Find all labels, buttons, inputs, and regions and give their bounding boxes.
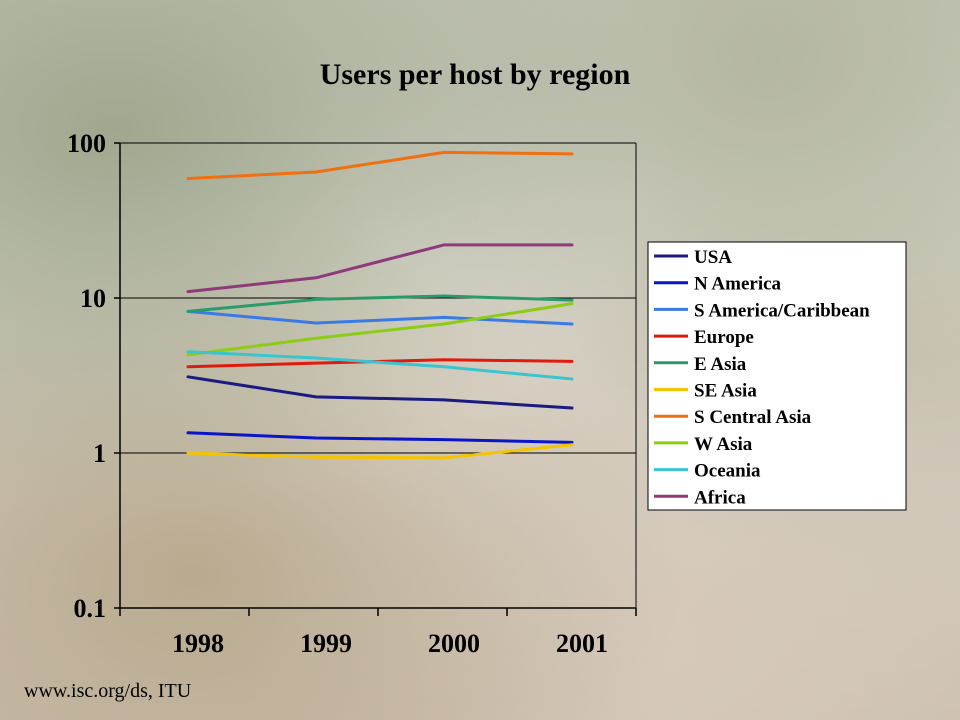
legend-label: USA — [694, 247, 732, 268]
legend-label: SE Asia — [694, 381, 757, 402]
x-tick-label: 1999 — [300, 629, 352, 658]
legend-box — [647, 241, 907, 511]
y-tick-label: 0.1 — [74, 594, 107, 623]
legend-label: Africa — [694, 487, 746, 508]
legend-label: S America/Caribbean — [694, 300, 870, 321]
y-tick-label: 1 — [93, 439, 106, 468]
series-line-se-asia — [186, 443, 574, 460]
grid — [120, 142, 636, 609]
series-lines — [186, 150, 574, 460]
series-line-oceania — [186, 350, 574, 381]
x-tick-label: 2000 — [428, 629, 480, 658]
series-line-e-asia — [186, 294, 574, 313]
legend-label: E Asia — [694, 354, 747, 375]
y-axis-ticks: 100 10 1 0.1 — [67, 129, 120, 623]
legend-label: Europe — [694, 327, 754, 348]
y-tick-label: 100 — [67, 129, 106, 158]
axes — [119, 143, 637, 609]
legend-label: Oceania — [694, 461, 761, 482]
series-line-africa — [186, 243, 574, 294]
legend-label: S Central Asia — [694, 407, 812, 428]
x-tick-label: 2001 — [556, 629, 608, 658]
legend-label: N America — [694, 274, 782, 295]
series-line-w-asia — [186, 302, 574, 357]
series-line-usa — [186, 375, 574, 410]
series-line-s-america-caribbean — [186, 309, 574, 326]
chart-title: Users per host by region — [319, 58, 631, 91]
legend: USA N America S America/Caribbean Europe E A… — [647, 241, 907, 511]
y-tick-label: 10 — [80, 284, 106, 313]
x-axis-ticks: 1998 1999 2000 2001 — [119, 608, 637, 658]
x-tick-label: 1998 — [172, 629, 224, 658]
series-line-n-america — [186, 431, 574, 444]
series-line-s-central-asia — [186, 150, 574, 180]
source-credit: www.isc.org/ds, ITU — [24, 680, 192, 702]
legend-label: W Asia — [694, 434, 753, 455]
